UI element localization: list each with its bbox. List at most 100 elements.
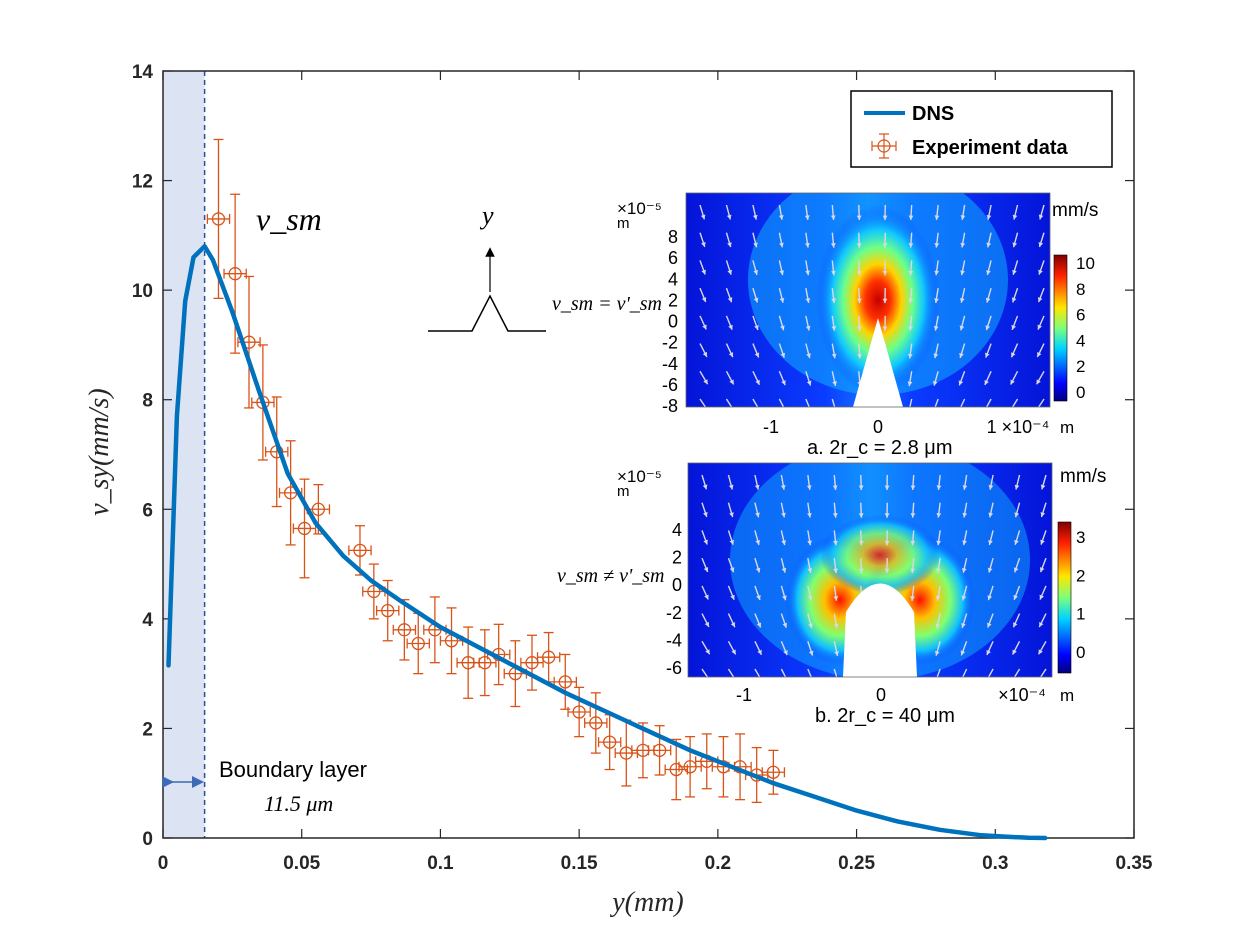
y-tick-label: 0 xyxy=(142,829,153,850)
flow-arrow-head xyxy=(810,678,814,683)
colorbar-tick-label: 8 xyxy=(1076,280,1085,299)
x-tick-label: 0.2 xyxy=(705,853,731,874)
y-tick-label: 14 xyxy=(132,62,154,83)
legend: DNS Experiment data xyxy=(851,91,1112,167)
experiment-point xyxy=(504,641,526,707)
inset-y-tick-label: -4 xyxy=(662,354,678,374)
flow-arrow-head xyxy=(835,679,840,684)
experiment-point xyxy=(440,608,462,674)
inset-x-tick-label: -1 xyxy=(736,685,752,705)
inset-y-tick-label: -8 xyxy=(662,396,678,416)
colorbar-tick-label: 10 xyxy=(1076,254,1095,273)
inset-y-tick-label: 8 xyxy=(668,227,678,247)
colorbar-tick-label: 6 xyxy=(1076,306,1085,325)
x-tick-label: 0.05 xyxy=(283,853,320,874)
flow-arrow-head xyxy=(833,409,838,414)
experiment-point xyxy=(554,654,576,709)
x-tick-label: 0 xyxy=(158,853,169,874)
flow-arrow-head xyxy=(784,677,788,682)
plot-frame xyxy=(163,71,1134,838)
flow-arrow-head xyxy=(934,678,939,683)
flow-arrow-head xyxy=(782,407,786,412)
inset-a-unit: mm/s xyxy=(1052,200,1098,221)
vsm-label: v_sm xyxy=(256,201,322,237)
flow-arrow-head xyxy=(1012,677,1016,682)
flow-arrow-head xyxy=(958,408,962,413)
inset-y-tick-label: -2 xyxy=(662,333,678,353)
peak-schematic: y xyxy=(428,201,546,331)
y-tick-label: 12 xyxy=(132,172,153,193)
colorbar-tick-label: 0 xyxy=(1076,643,1085,662)
flow-arrow-head xyxy=(1010,407,1014,412)
inset-y-tick-label: 4 xyxy=(672,520,682,540)
inset-b-y-unit: m xyxy=(617,483,630,500)
y-tick-label: 6 xyxy=(142,500,153,521)
inset-a-x-unit: m xyxy=(1060,418,1074,437)
colorbar-tick-label: 3 xyxy=(1076,528,1085,547)
inset-a-equation: v_sm = v'_sm xyxy=(552,293,662,315)
colorbar-tick-label: 4 xyxy=(1076,331,1085,350)
inset-b-colorbar xyxy=(1058,522,1071,673)
inset-x-tick-label: ×10⁻⁴ xyxy=(998,685,1046,705)
x-axis-label: y(mm) xyxy=(609,887,684,918)
colorbar-tick-label: 2 xyxy=(1076,357,1085,376)
x-tick-label: 0.25 xyxy=(838,853,875,874)
inset-y-tick-label: -6 xyxy=(662,375,678,395)
x-tick-label: 0.35 xyxy=(1116,853,1153,874)
x-tick-label: 0.1 xyxy=(427,853,454,874)
experiment-point xyxy=(349,526,371,575)
legend-dns-label: DNS xyxy=(912,103,954,125)
flow-arrow-head xyxy=(909,679,914,684)
flow-arrow-head xyxy=(907,409,912,414)
inset-y-tick-label: 4 xyxy=(668,269,678,289)
inset-b-equation: v_sm ≠ v'_sm xyxy=(557,565,664,587)
flow-arrow-head xyxy=(960,678,964,683)
inset-x-tick-label: 1 ×10⁻⁴ xyxy=(987,417,1050,437)
inset-y-tick-label: 0 xyxy=(668,312,678,332)
inset-y-tick-label: 6 xyxy=(668,248,678,268)
inset-y-tick-label: 2 xyxy=(668,290,678,310)
colorbar-tick-label: 0 xyxy=(1076,383,1085,402)
y-tick-label: 10 xyxy=(132,281,153,302)
axis-ticks xyxy=(163,71,1134,838)
flow-arrow-head xyxy=(884,679,889,684)
legend-experiment-label: Experiment data xyxy=(912,137,1068,159)
x-tick-labels: 0 0.05 0.1 0.15 0.2 0.25 0.3 0.35 xyxy=(158,853,1153,874)
inset-b-x-unit: m xyxy=(1060,686,1074,705)
inset-y-tick-label: -4 xyxy=(666,630,682,650)
flow-arrow-head xyxy=(882,409,887,414)
inset-y-tick-label: -2 xyxy=(666,603,682,623)
experiment-point xyxy=(474,630,496,696)
boundary-layer-region xyxy=(163,71,205,838)
boundary-layer-value: 11.5 μm xyxy=(264,791,333,816)
y-arrow-label: y xyxy=(479,201,494,230)
x-tick-label: 0.15 xyxy=(561,853,598,874)
y-tick-label: 4 xyxy=(142,610,153,631)
flow-arrow-head xyxy=(932,408,937,413)
inset-x-tick-label: 0 xyxy=(876,685,886,705)
y-axis-label: v_sy(mm/s) xyxy=(84,388,115,516)
flow-arrow-head xyxy=(758,677,762,682)
inset-b-caption: b. 2r_c = 40 μm xyxy=(815,705,955,727)
experiment-point xyxy=(224,194,246,353)
flow-arrow-head xyxy=(808,408,812,413)
colorbar-tick-label: 2 xyxy=(1076,566,1085,585)
inset-a-y-unit: m xyxy=(617,215,630,232)
x-tick-label: 0.3 xyxy=(982,853,1008,874)
flow-arrow-head xyxy=(860,679,865,684)
experiment-point xyxy=(538,633,560,682)
y-tick-label: 8 xyxy=(142,391,153,412)
colorbar-tick-label: 1 xyxy=(1076,605,1085,624)
inset-a-colorbar xyxy=(1054,255,1067,401)
flow-arrow-head xyxy=(984,407,988,412)
flow-arrow-head xyxy=(986,677,990,682)
inset-y-tick-label: 0 xyxy=(672,575,682,595)
inset-x-tick-label: 0 xyxy=(873,417,883,437)
inset-x-tick-label: -1 xyxy=(763,417,779,437)
inset-b-unit: mm/s xyxy=(1060,466,1106,487)
flow-arrow-head xyxy=(858,409,863,414)
